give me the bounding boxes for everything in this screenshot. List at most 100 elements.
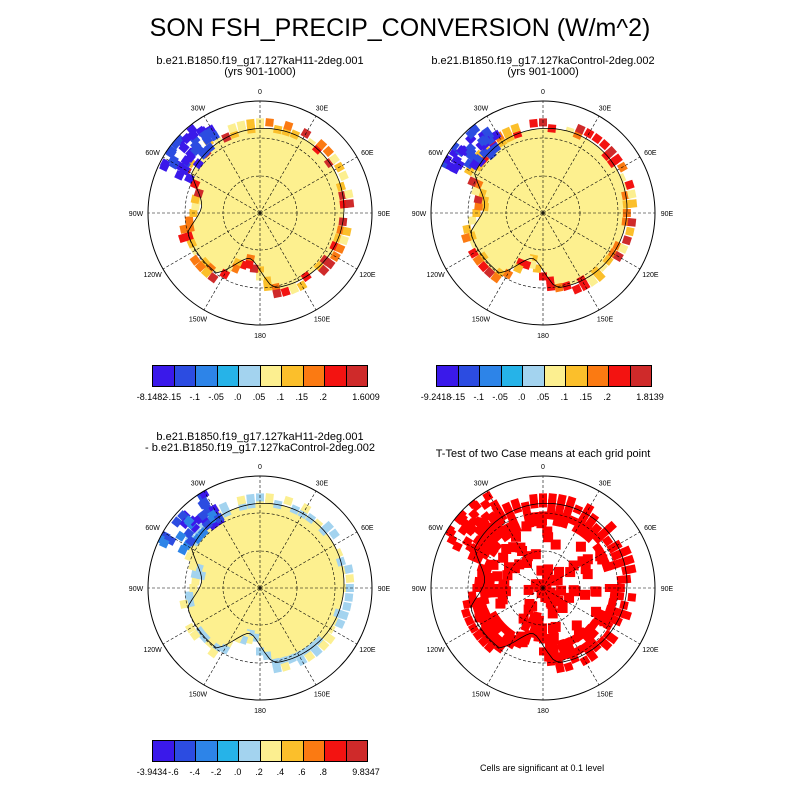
map-panel-case1: 0 30E 60E 90E 120E 150E 180 150W 120W 90W 60W 30W xyxy=(110,85,410,355)
longitude-label: 90E xyxy=(378,211,391,218)
grid-cell xyxy=(481,126,493,138)
grid-cell xyxy=(621,545,632,557)
grid-cell xyxy=(568,560,579,571)
grid-cell xyxy=(322,145,334,158)
colorbar-tick-label: .0 xyxy=(517,392,526,402)
polar-map-ttest: 0 30E 60E 90E 120E 150E 180 150W 120W 90W 60W 30W xyxy=(412,464,674,715)
grid-cell xyxy=(529,118,538,128)
panel-title-case2: b.e21.B1850.f19_g17.127kaControl-2deg.00… xyxy=(393,56,693,78)
meridian-line xyxy=(445,587,544,645)
grid-cell xyxy=(197,498,209,510)
grid-cell xyxy=(465,128,477,140)
grid-cell xyxy=(549,590,560,601)
longitude-label: 120W xyxy=(426,647,445,654)
longitude-label: 30E xyxy=(599,105,612,112)
grid-cell xyxy=(198,129,211,141)
grid-cell xyxy=(184,591,194,600)
panel-title-diff: b.e21.B1850.f19_g17.127kaH11-2deg.001 - … xyxy=(110,432,410,454)
grid-cell xyxy=(556,585,567,596)
grid-cell xyxy=(204,142,216,154)
meridian-line xyxy=(203,212,261,311)
grid-cell xyxy=(518,613,529,624)
grid-cell xyxy=(571,283,583,295)
grid-cell xyxy=(468,159,481,171)
grid-cell xyxy=(183,528,195,540)
longitude-label: 90E xyxy=(661,211,674,218)
grid-cell xyxy=(599,616,610,627)
colorbar-tick-label: .8 xyxy=(319,767,327,777)
grid-cell xyxy=(508,542,519,553)
grid-cell xyxy=(550,539,561,550)
panel-title-line: b.e21.B1850.f19_g17.127kaH11-2deg.001 xyxy=(156,431,364,443)
grid-cell xyxy=(601,535,614,547)
colorbar-tick-label: .0 xyxy=(233,767,242,777)
longitude-label: 30W xyxy=(474,480,489,487)
colorbar-case2: -9.2418 -.15 -.1 -.05 .0 .05 .1 .15 .2 1.8139 xyxy=(421,365,664,402)
map-border xyxy=(147,100,373,326)
longitude-label: 120E xyxy=(359,647,376,654)
colorbar-swatch xyxy=(587,366,609,386)
grid-cell xyxy=(509,563,520,574)
grid-cell xyxy=(605,145,617,158)
longitude-label: 180 xyxy=(537,708,549,715)
colorbar-tick-label: .15 xyxy=(295,392,309,402)
grid-cell xyxy=(197,526,209,539)
meridian-line xyxy=(162,587,261,645)
grid-cell xyxy=(540,592,551,603)
map-border xyxy=(430,100,656,326)
grid-cell xyxy=(522,551,533,562)
colorbar-tick-label: -.15 xyxy=(165,392,182,402)
grid-cell xyxy=(318,264,330,277)
grid-cell xyxy=(523,584,534,595)
colorbar-tick-label: -.15 xyxy=(449,392,466,402)
colorbar-swatch xyxy=(523,366,545,386)
grid-cell xyxy=(328,153,340,165)
longitude-label: 30W xyxy=(191,480,206,487)
panel-title-line: b.e21.B1850.f19_g17.127kaControl-2deg.00… xyxy=(431,55,655,67)
grid-cell xyxy=(539,272,547,281)
colorbar-tick-label: .2 xyxy=(603,392,611,402)
longitude-label: 90W xyxy=(129,586,144,593)
polar-map-case1: 0 30E 60E 90E 120E 150E 180 150W 120W 90W 60W 30W xyxy=(129,89,391,340)
longitude-label: 60E xyxy=(361,525,374,532)
grid-cell xyxy=(272,663,282,674)
colorbar-case1: -8.1482 -.15 -.1 -.05 .0 .05 .1 .15 .2 1.6009 xyxy=(137,365,380,402)
colorbar-tick-label: .05 xyxy=(252,392,266,402)
grid-cell xyxy=(280,286,291,297)
meridian-line xyxy=(542,531,641,589)
grid-cell xyxy=(265,493,274,502)
grid-cell xyxy=(627,564,637,574)
colorbar-swatch xyxy=(153,741,175,761)
grid-cell xyxy=(338,610,349,621)
grid-cell xyxy=(557,493,567,504)
grid-cell xyxy=(590,522,603,535)
grid-cell xyxy=(548,493,557,502)
grid-cell xyxy=(539,647,547,656)
grid-cell xyxy=(185,535,197,547)
longitude-label: 0 xyxy=(258,89,262,96)
meridian-line xyxy=(486,490,544,589)
longitude-label: 150W xyxy=(189,317,208,324)
antarctic-landmass xyxy=(188,128,344,288)
panel-title-line: (yrs 901-1000) xyxy=(507,66,579,78)
colorbar-tick-label: -.2 xyxy=(210,767,222,777)
grid-cell xyxy=(338,170,349,182)
grid-cell xyxy=(461,607,472,619)
colorbar-tick-label: -.05 xyxy=(492,392,508,402)
colorbar-tick-label: .4 xyxy=(276,767,285,777)
colorbar-tick-label: -.6 xyxy=(168,767,179,777)
grid-cell xyxy=(544,651,555,662)
colorbar-swatches xyxy=(152,740,368,762)
grid-cell xyxy=(159,158,171,170)
grid-cell xyxy=(175,530,187,542)
grid-cell xyxy=(587,275,599,287)
grid-cell xyxy=(498,552,509,563)
meridian-line xyxy=(259,212,317,311)
grid-cell xyxy=(510,531,521,542)
meridian-line xyxy=(203,490,261,589)
meridian-line xyxy=(542,115,600,214)
grid-cell xyxy=(280,661,291,672)
grid-cell xyxy=(490,129,502,141)
longitude-label: 90E xyxy=(378,586,391,593)
grid-cell xyxy=(296,280,308,292)
